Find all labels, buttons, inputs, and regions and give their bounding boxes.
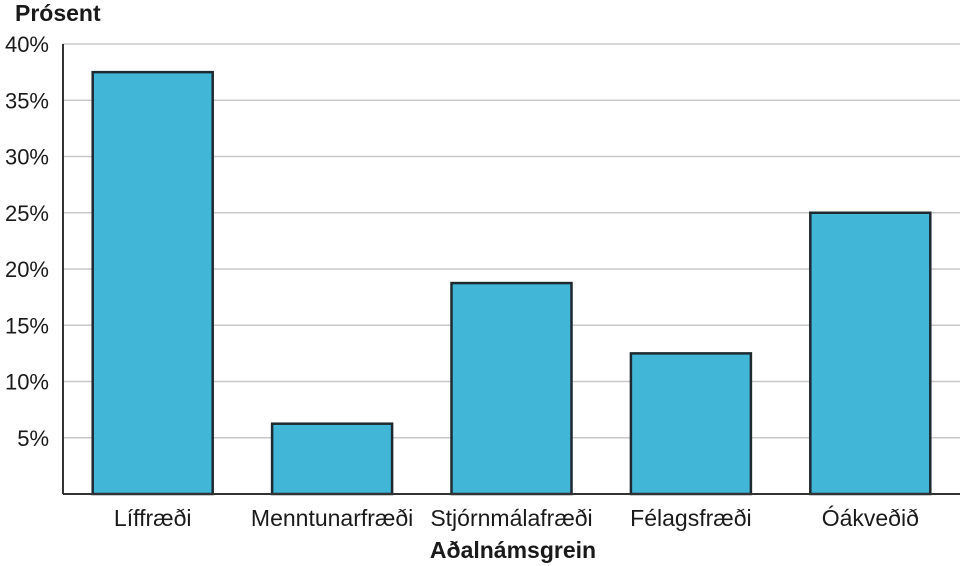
x-tick-labels: Líffræði Menntunarfræði Stjórnmálafræði Fél… — [114, 505, 919, 531]
y-tick-label: 15% — [5, 313, 49, 338]
x-axis-title: Aðalnámsgrein — [430, 537, 596, 563]
bar — [91, 70, 214, 496]
y-tick-label: 20% — [5, 257, 49, 282]
y-axis-title: Prósent — [15, 0, 101, 26]
y-tick-label: 35% — [5, 88, 49, 113]
x-tick-label: Stjórnmálafræði — [430, 505, 592, 531]
axes — [62, 44, 960, 495]
y-tick-label: 30% — [5, 145, 49, 170]
y-tick-label: 5% — [17, 426, 49, 451]
x-tick-label: Líffræði — [114, 505, 192, 531]
bars — [91, 70, 932, 496]
y-tick-label: 10% — [5, 370, 49, 395]
y-tick-labels: 5% 10% 15% 20% 25% 30% 35% 40% — [5, 32, 49, 451]
bar — [629, 352, 753, 496]
x-tick-label: Óákveðið — [822, 505, 919, 531]
x-tick-label: Menntunarfræði — [251, 505, 413, 531]
y-tick-label: 40% — [5, 32, 49, 57]
bar — [450, 281, 573, 496]
bar — [270, 422, 394, 496]
y-tick-label: 25% — [5, 201, 49, 226]
x-tick-label: Félagsfræði — [630, 505, 751, 531]
bar — [809, 211, 932, 496]
